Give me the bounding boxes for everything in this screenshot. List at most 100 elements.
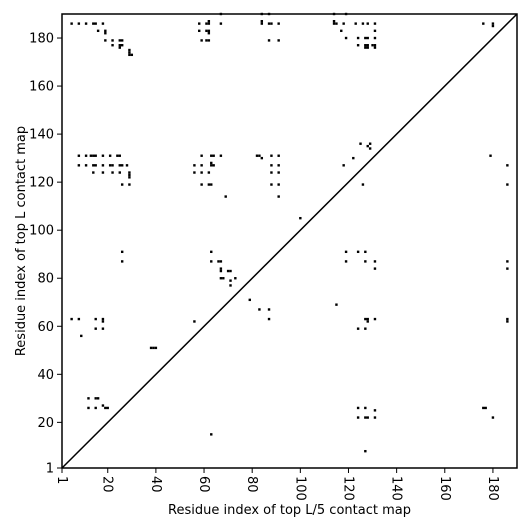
contact-point <box>94 164 97 167</box>
contact-point <box>120 183 124 186</box>
y-tick-label: 180 <box>29 32 54 47</box>
contact-point <box>118 164 121 167</box>
contact-point <box>149 346 153 350</box>
x-axis-ticks: 1 20 40 60 80 100 120 140 160 180 <box>54 468 500 501</box>
contact-point <box>506 260 509 263</box>
contact-point <box>94 22 97 25</box>
contact-point <box>277 154 280 157</box>
contact-point <box>210 250 213 254</box>
contact-point <box>506 183 509 186</box>
y-tick-label: 60 <box>37 320 54 335</box>
contact-point <box>200 164 203 167</box>
contact-point <box>260 20 264 23</box>
contact-point <box>193 164 196 167</box>
contact-point <box>277 183 280 186</box>
contact-point <box>200 154 203 157</box>
contact-point <box>340 29 343 33</box>
contact-point <box>277 22 280 25</box>
contact-point <box>356 44 360 47</box>
contact-point <box>198 22 201 25</box>
contact-point <box>104 39 107 42</box>
contact-point <box>101 327 105 330</box>
contact-point <box>120 39 124 42</box>
contact-point <box>106 406 109 410</box>
contact-point <box>373 260 377 263</box>
y-tick-label: 20 <box>37 416 54 431</box>
contact-point <box>210 183 213 186</box>
contact-point <box>260 22 264 25</box>
contact-point <box>506 320 509 323</box>
contact-point <box>277 171 280 174</box>
contact-point <box>92 154 95 157</box>
contact-point <box>104 32 107 35</box>
contact-point <box>491 416 495 419</box>
contact-point <box>198 29 201 33</box>
y-tick-label: 1 <box>46 462 54 477</box>
x-tick-label: 120 <box>340 476 355 501</box>
contact-point <box>344 36 348 40</box>
contact-point <box>128 176 131 179</box>
x-axis-label: Residue index of top L/5 contact map <box>168 503 411 518</box>
contact-point <box>77 154 81 157</box>
contact-point <box>92 164 95 167</box>
contact-point <box>277 39 280 42</box>
contact-point <box>104 406 107 410</box>
contact-point <box>335 22 338 25</box>
contact-point <box>111 44 114 47</box>
contact-point <box>120 260 124 263</box>
contact-point <box>210 161 213 165</box>
contact-point <box>484 406 487 410</box>
contact-point <box>87 397 90 400</box>
y-tick-label: 40 <box>37 368 54 383</box>
contact-point <box>77 22 81 25</box>
contact-point <box>111 164 114 167</box>
contact-point <box>70 317 73 321</box>
contact-point <box>373 36 377 40</box>
contact-point <box>128 171 131 174</box>
contact-point <box>366 44 369 47</box>
contact-point <box>120 44 124 47</box>
contact-point <box>258 154 261 157</box>
contact-point <box>210 260 213 263</box>
contact-point <box>108 164 112 167</box>
contact-point <box>270 171 273 174</box>
contact-point <box>219 154 223 157</box>
contact-point <box>207 171 211 174</box>
contact-point <box>77 164 81 167</box>
contact-point <box>80 334 83 338</box>
contact-point <box>101 22 105 25</box>
contact-point <box>101 154 105 157</box>
contact-point <box>364 260 367 263</box>
plot-frame <box>61 13 518 469</box>
contact-point <box>205 39 208 42</box>
contact-point <box>234 277 237 280</box>
contact-point <box>373 267 377 270</box>
contact-point <box>364 250 367 254</box>
contact-point <box>260 156 264 160</box>
contact-point <box>84 22 88 25</box>
contact-point <box>219 267 223 270</box>
contact-point <box>207 183 211 186</box>
contact-point <box>354 22 357 25</box>
contact-point <box>482 406 485 410</box>
contact-point <box>258 308 261 311</box>
contact-point <box>87 406 90 410</box>
y-tick-label: 140 <box>29 128 54 143</box>
contact-point <box>356 406 360 410</box>
contact-point <box>373 416 377 419</box>
contact-point <box>352 156 355 160</box>
contact-point <box>200 39 203 42</box>
contact-point <box>94 397 97 400</box>
contact-point <box>205 22 208 25</box>
contact-point <box>267 22 271 25</box>
contact-point <box>356 327 360 330</box>
contact-point <box>118 39 121 42</box>
x-tick-label: 20 <box>100 476 115 493</box>
contact-point <box>219 260 223 263</box>
x-tick-label: 60 <box>196 476 211 493</box>
contact-point <box>128 183 131 186</box>
contact-point <box>70 22 73 25</box>
contact-point <box>270 22 273 25</box>
contact-point <box>101 404 105 407</box>
